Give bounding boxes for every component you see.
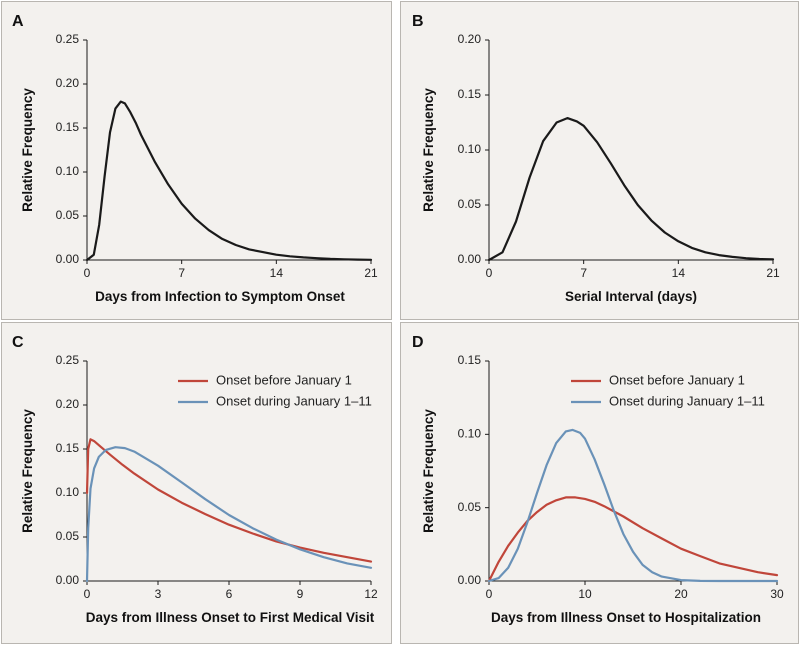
x-tick-label: 14 [270, 266, 284, 280]
panel-letter: B [412, 13, 424, 30]
y-tick-label: 0.00 [458, 252, 482, 266]
panel-letter: A [12, 13, 24, 30]
x-axis-title: Days from Illness Onset to First Medical… [86, 610, 375, 625]
x-tick-label: 0 [84, 266, 91, 280]
series-line-1 [85, 100, 373, 262]
panel-letter: D [412, 334, 424, 351]
x-tick-label: 30 [770, 587, 784, 601]
chart-a-svg: A 0.00 0.05 0.10 0.15 0.20 0.25 0 7 14 21 Days from… [12, 13, 378, 304]
legend-label: Onset during January 1–11 [216, 393, 372, 408]
x-tick-label: 20 [674, 587, 688, 601]
y-tick-label: 0.15 [56, 120, 80, 134]
y-tick-label: 0.05 [56, 208, 80, 222]
y-tick-label: 0.10 [56, 164, 80, 178]
x-tick-label: 3 [155, 587, 162, 601]
x-tick-label: 7 [178, 266, 185, 280]
x-tick-label: 0 [486, 587, 493, 601]
y-axis-title: Relative Frequency [20, 88, 35, 212]
y-axis-title: Relative Frequency [421, 409, 436, 533]
y-tick-label: 0.05 [458, 197, 482, 211]
x-tick-label: 21 [364, 266, 378, 280]
legend-label: Onset before January 1 [609, 372, 745, 387]
panel-letter: C [12, 334, 24, 351]
y-tick-label: 0.00 [56, 252, 80, 266]
panel-c: C 0.00 0.05 0.10 0.15 0.20 0.25 0 3 6 9 12 Days from… [1, 322, 392, 644]
y-tick-label: 0.15 [458, 87, 482, 101]
x-tick-label: 0 [486, 266, 493, 280]
x-tick-label: 21 [766, 266, 780, 280]
x-tick-label: 0 [84, 587, 91, 601]
series-line-1 [487, 117, 775, 262]
x-axis-title: Days from Infection to Symptom Onset [95, 289, 345, 304]
y-tick-label: 0.05 [56, 529, 80, 543]
y-tick-label: 0.00 [458, 573, 482, 587]
series-line-1 [85, 438, 373, 563]
chart-c-svg: C 0.00 0.05 0.10 0.15 0.20 0.25 0 3 6 9 12 Days from… [12, 334, 378, 625]
y-tick-label: 0.20 [458, 32, 482, 46]
chart-d-svg: D 0.00 0.05 0.10 0.15 0 10 20 30 Days from Illnes… [412, 334, 784, 625]
y-tick-label: 0.20 [56, 397, 80, 411]
y-tick-label: 0.25 [56, 353, 80, 367]
chart-b-svg: B 0.00 0.05 0.10 0.15 0.20 0 7 14 21 Serial Interv… [412, 13, 780, 304]
series-line-2 [487, 428, 779, 583]
y-tick-label: 0.10 [56, 485, 80, 499]
y-tick-label: 0.15 [458, 353, 482, 367]
y-tick-label: 0.20 [56, 76, 80, 90]
legend-label: Onset before January 1 [216, 372, 352, 387]
y-axis-title: Relative Frequency [20, 409, 35, 533]
panel-a: A 0.00 0.05 0.10 0.15 0.20 0.25 0 7 14 21 Days from… [1, 1, 392, 320]
y-tick-label: 0.10 [458, 427, 482, 441]
x-tick-label: 6 [226, 587, 233, 601]
x-tick-label: 12 [364, 587, 378, 601]
x-axis-title: Serial Interval (days) [565, 289, 697, 304]
panel-b: B 0.00 0.05 0.10 0.15 0.20 0 7 14 21 Serial Interv… [400, 1, 799, 320]
y-tick-label: 0.25 [56, 32, 80, 46]
series-line-1 [487, 496, 779, 583]
panel-d: D 0.00 0.05 0.10 0.15 0 10 20 30 Days from Illnes… [400, 322, 799, 644]
y-tick-label: 0.05 [458, 500, 482, 514]
y-tick-label: 0.15 [56, 441, 80, 455]
y-axis-title: Relative Frequency [421, 88, 436, 212]
y-tick-label: 0.00 [56, 573, 80, 587]
x-axis-title: Days from Illness Onset to Hospitalizati… [491, 610, 761, 625]
series-line-2 [85, 446, 373, 583]
x-tick-label: 14 [672, 266, 686, 280]
x-tick-label: 10 [578, 587, 592, 601]
y-tick-label: 0.10 [458, 142, 482, 156]
legend-label: Onset during January 1–11 [609, 393, 765, 408]
x-tick-label: 9 [297, 587, 304, 601]
x-tick-label: 7 [580, 266, 587, 280]
